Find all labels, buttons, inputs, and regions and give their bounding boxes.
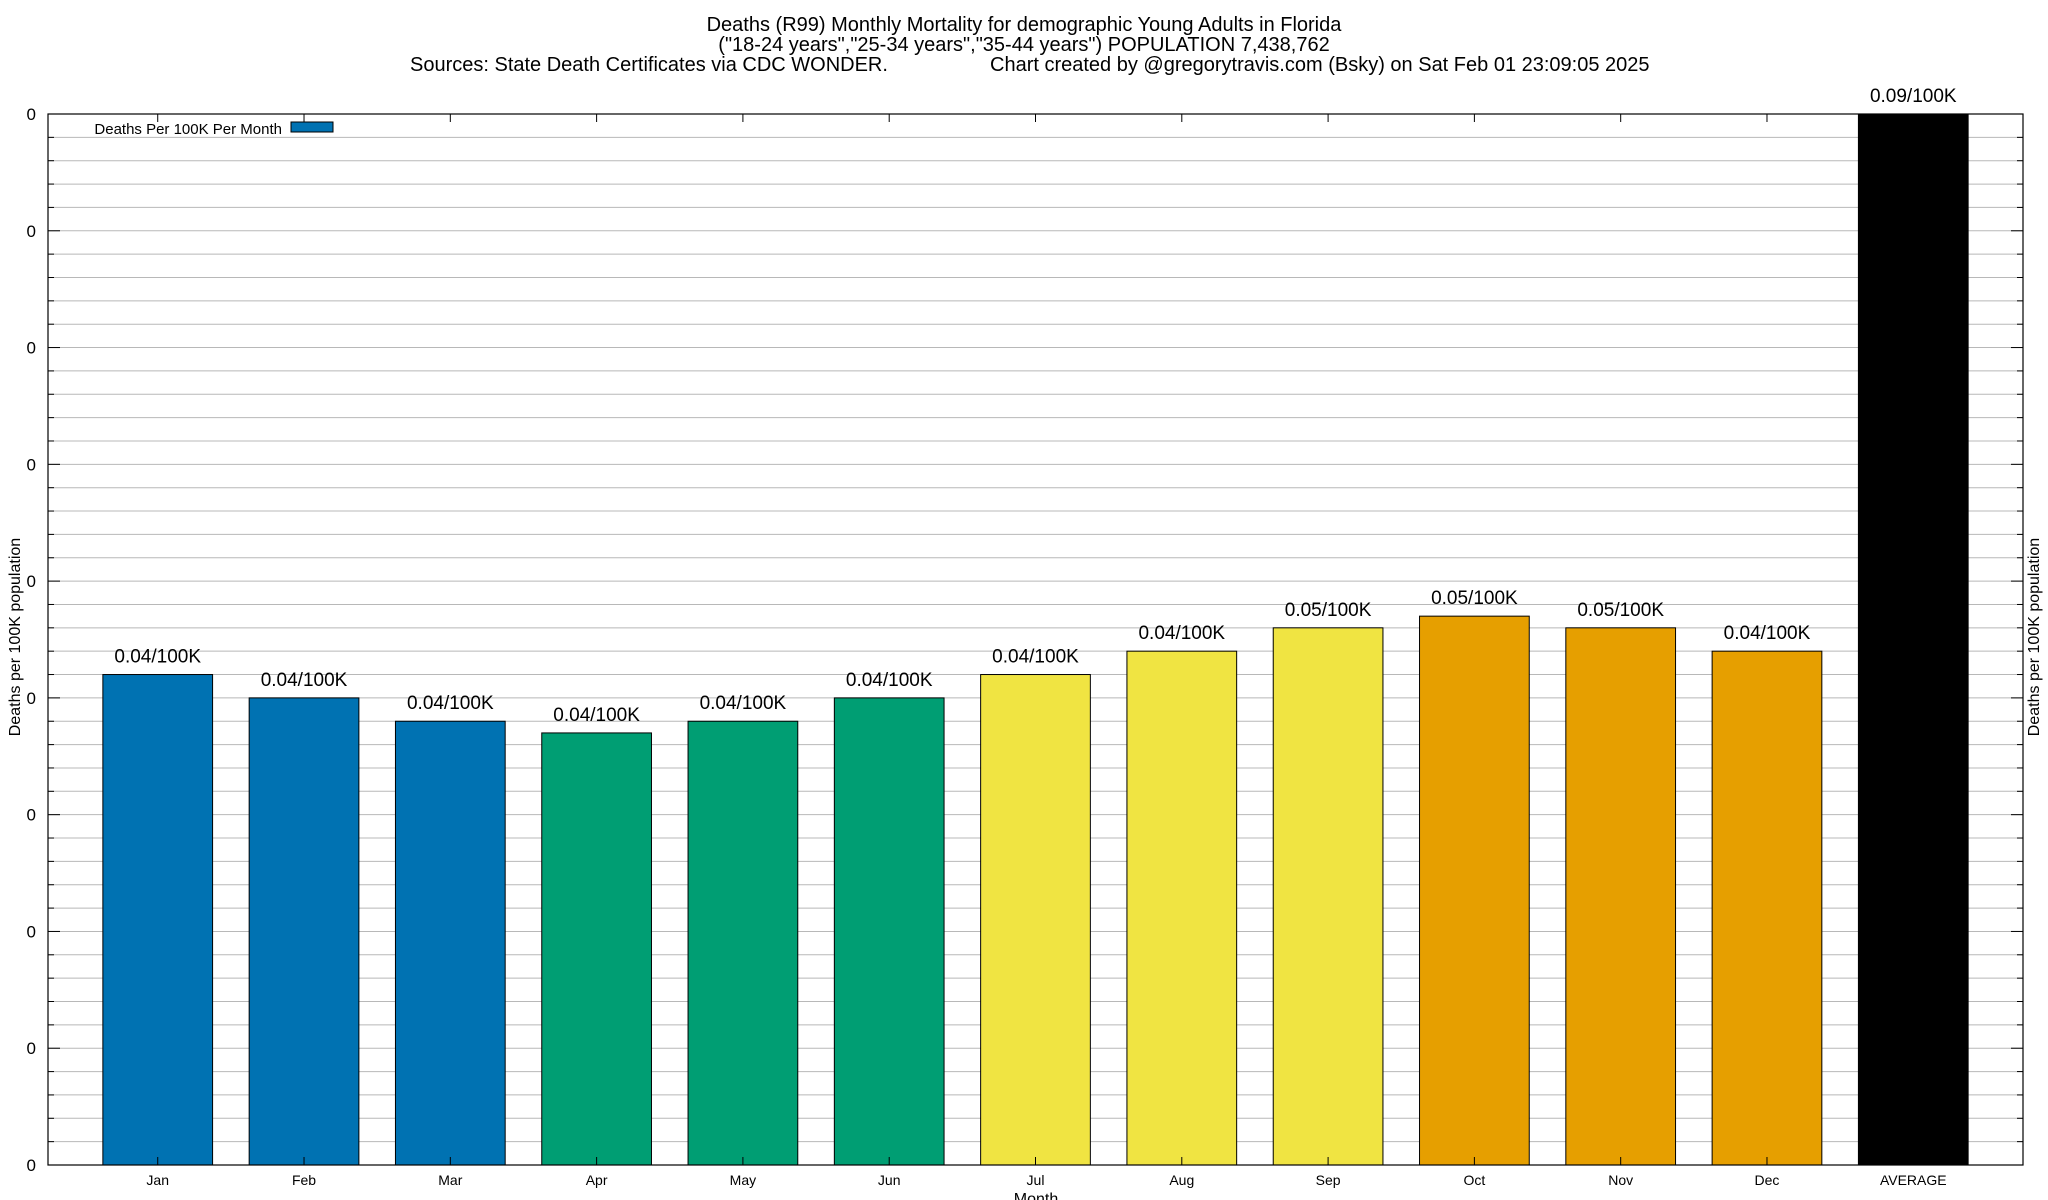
x-category-label: Jul xyxy=(1027,1172,1045,1188)
bar xyxy=(1711,650,1823,1166)
chart-credit: Chart created by @gregorytravis.com (Bsk… xyxy=(990,54,1650,76)
y-tick-label: 0 xyxy=(27,1156,36,1175)
data-label: 0.04/100K xyxy=(1724,623,1811,644)
chart-source: Sources: State Death Certificates via CD… xyxy=(410,54,888,76)
bar xyxy=(980,674,1091,1166)
x-category-label: Jan xyxy=(146,1172,169,1188)
bar xyxy=(1857,113,1969,1166)
legend-label: Deaths Per 100K Per Month xyxy=(94,121,282,138)
legend: Deaths Per 100K Per Month xyxy=(94,121,334,138)
y-tick-label: 0 xyxy=(27,1039,36,1058)
data-label: 0.04/100K xyxy=(261,670,348,691)
data-label: 0.04/100K xyxy=(407,693,494,714)
x-category-label: Nov xyxy=(1608,1172,1633,1188)
bar xyxy=(1565,627,1677,1166)
x-category-label: May xyxy=(730,1172,756,1188)
y-axis-label: Deaths per 100K population xyxy=(7,538,24,736)
data-label: 0.04/100K xyxy=(1138,623,1225,644)
x-axis-categories: Jan Feb Mar Apr May Jun Jul Aug Sep Oct Nov Dec AVER… xyxy=(146,1172,1946,1188)
legend-swatch xyxy=(290,121,334,133)
y-tick-label: 0 xyxy=(27,572,36,591)
y-tick-label: 0 xyxy=(27,455,36,474)
y-tick-label: 0 xyxy=(27,689,36,708)
bar xyxy=(1272,627,1384,1166)
data-label: 0.05/100K xyxy=(1431,588,1518,609)
x-category-label: Oct xyxy=(1463,1172,1485,1188)
bars xyxy=(102,113,1969,1166)
chart-title: Deaths (R99) Monthly Mortality for demog… xyxy=(707,14,1343,36)
data-label: 0.05/100K xyxy=(1285,600,1372,621)
x-category-label: Sep xyxy=(1316,1172,1341,1188)
bar xyxy=(687,720,799,1166)
y-tick-label: 0 xyxy=(27,105,36,124)
y-tick-label: 0 xyxy=(27,222,36,241)
x-category-label: Mar xyxy=(438,1172,462,1188)
chart-subtitle: ("18-24 years","25-34 years","35-44 year… xyxy=(718,34,1329,56)
data-label: 0.09/100K xyxy=(1870,86,1957,107)
x-category-label: Dec xyxy=(1755,1172,1780,1188)
bar xyxy=(1419,615,1530,1166)
x-axis-label: Month xyxy=(1014,1191,1058,1200)
y-tick-label: 0 xyxy=(27,922,36,941)
x-category-label: Jun xyxy=(878,1172,901,1188)
data-label: 0.04/100K xyxy=(700,693,787,714)
y-tick-label: 0 xyxy=(27,806,36,825)
y-tick-label: 0 xyxy=(27,339,36,358)
x-category-label: Feb xyxy=(292,1172,316,1188)
data-label: 0.04/100K xyxy=(553,705,640,726)
bar xyxy=(102,674,214,1166)
y-axis-ticks: 0 0 0 0 0 0 0 0 0 0 xyxy=(27,105,2023,1175)
bar xyxy=(394,720,506,1166)
bar xyxy=(1126,650,1238,1166)
data-label: 0.04/100K xyxy=(114,647,201,668)
x-category-label: Apr xyxy=(586,1172,608,1188)
x-category-label: Aug xyxy=(1169,1172,1194,1188)
bar xyxy=(248,697,360,1166)
data-labels: 0.04/100K 0.04/100K 0.04/100K 0.04/100K 0.04… xyxy=(114,86,1957,726)
data-label: 0.05/100K xyxy=(1577,600,1664,621)
x-category-label: AVERAGE xyxy=(1880,1172,1947,1188)
bar xyxy=(541,732,652,1166)
data-label: 0.04/100K xyxy=(846,670,933,691)
y2-axis-label: Deaths per 100K population xyxy=(2026,538,2043,736)
bar xyxy=(833,697,945,1166)
data-label: 0.04/100K xyxy=(992,647,1079,668)
